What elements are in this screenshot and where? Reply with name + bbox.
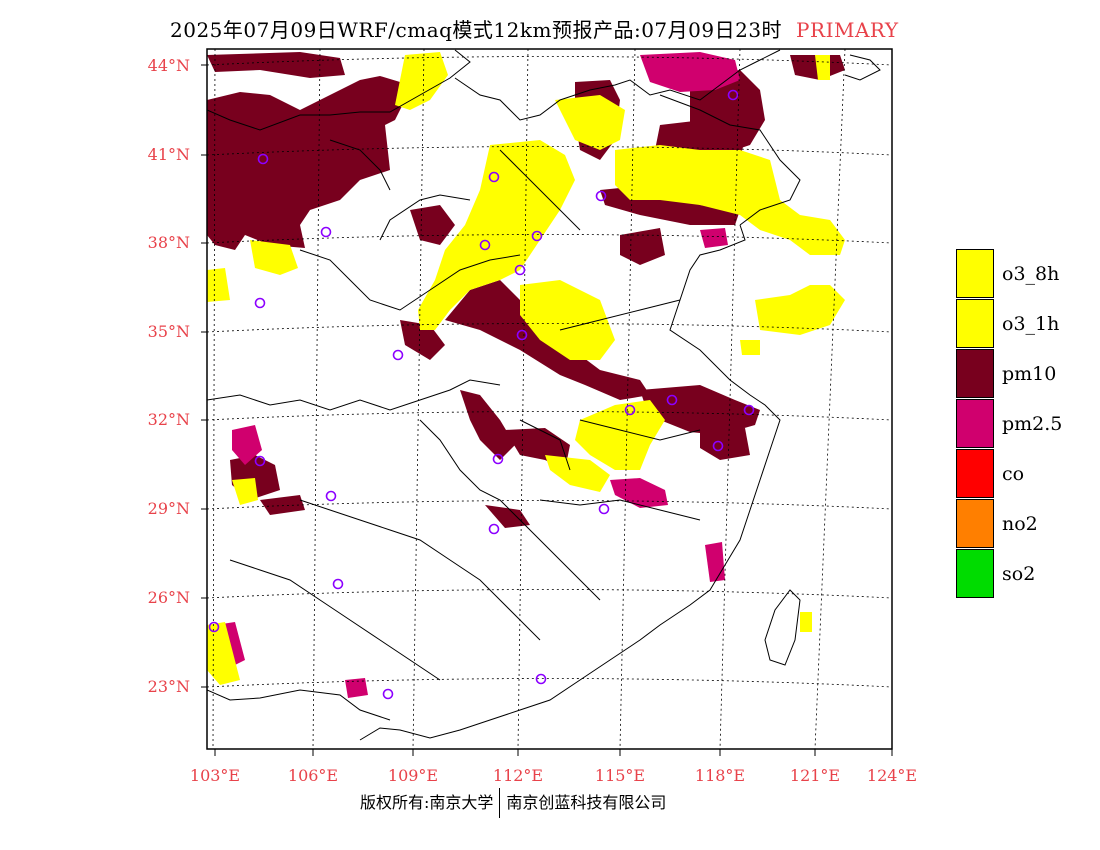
copyright-footer: 版权所有:南京大学 南京创蓝科技有限公司 <box>360 788 666 818</box>
map-content <box>207 49 892 749</box>
copyright-right: 南京创蓝科技有限公司 <box>506 793 667 812</box>
lon-label-124: 124°E <box>866 766 918 785</box>
legend-label-o3-8h: o3_8h <box>1002 263 1060 285</box>
lon-label-112: 112°E <box>492 766 544 785</box>
legend-swatch-o3-1h <box>956 299 994 348</box>
map-title: 2025年07月09日WRF/cmaq模式12km预报产品:07月09日23时 P… <box>170 14 899 43</box>
map-frame <box>206 48 893 750</box>
o3-area <box>207 52 845 685</box>
lat-label-29: 29°N <box>147 499 190 518</box>
lon-label-121: 121°E <box>789 766 841 785</box>
legend-label-pm10: pm10 <box>1002 363 1057 385</box>
legend-label-o3-1h: o3_1h <box>1002 313 1060 335</box>
footer-divider <box>499 788 501 818</box>
legend-swatch-pm25 <box>956 399 994 448</box>
legend-label-co: co <box>1002 463 1025 485</box>
lon-label-106: 106°E <box>287 766 339 785</box>
graticule <box>207 49 892 749</box>
lat-label-26: 26°N <box>147 588 190 607</box>
lat-label-23: 23°N <box>147 677 190 696</box>
lat-label-32: 32°N <box>147 410 190 429</box>
station-markers <box>208 89 755 700</box>
legend-label-pm25: pm2.5 <box>1002 413 1063 435</box>
lon-label-115: 115°E <box>594 766 646 785</box>
lat-label-41: 41°N <box>147 145 190 164</box>
legend-label-so2: so2 <box>1002 563 1036 585</box>
lat-label-38: 38°N <box>147 233 190 252</box>
legend-swatch-so2 <box>956 549 994 598</box>
lon-label-109: 109°E <box>387 766 439 785</box>
axis-ticks <box>201 64 893 756</box>
legend-swatch-no2 <box>956 499 994 548</box>
legend-swatch-o3-8h <box>956 249 994 298</box>
copyright-left: 版权所有:南京大学 <box>360 793 494 812</box>
boundary-lines <box>207 49 881 741</box>
legend-swatch-co <box>956 449 994 498</box>
lon-label-118: 118°E <box>694 766 746 785</box>
legend-label-no2: no2 <box>1002 513 1038 535</box>
lat-label-44: 44°N <box>147 56 190 75</box>
primary-tag: PRIMARY <box>796 18 899 42</box>
lat-label-35: 35°N <box>147 322 190 341</box>
legend-swatch-pm10 <box>956 349 994 398</box>
title-text: 2025年07月09日WRF/cmaq模式12km预报产品:07月09日23时 <box>170 18 783 42</box>
lon-label-103: 103°E <box>189 766 241 785</box>
